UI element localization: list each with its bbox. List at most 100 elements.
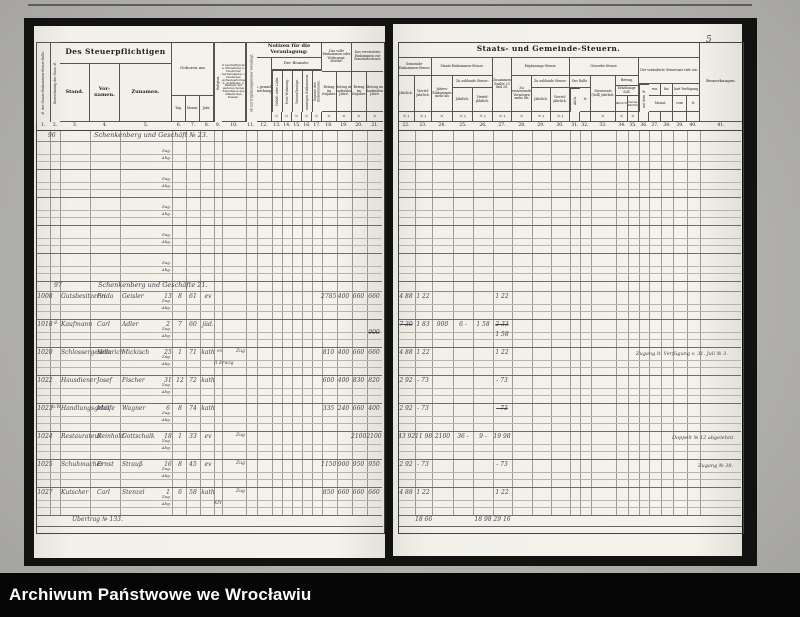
unit-mark-pfennig: ℳ ₰	[551, 112, 570, 122]
group-number: 97	[54, 282, 62, 289]
row-value: 400	[368, 405, 380, 412]
entry-row	[399, 141, 741, 170]
col-number: 16.	[303, 123, 311, 128]
zug-label: Zug.	[161, 148, 171, 153]
col-number: 22.	[402, 123, 410, 128]
unit-cell	[661, 112, 673, 122]
row-monat: 6	[178, 489, 182, 496]
header-vierteljaehrlich-30: Viertel-jährlich.	[551, 88, 570, 112]
entry-row: Zug. Abg.	[37, 487, 382, 516]
row-jahr: 58	[189, 489, 197, 496]
col-number: 25.	[459, 123, 467, 128]
header-monat-shared: Monat.	[649, 96, 673, 112]
header-bottom-rule	[36, 130, 383, 131]
header-jaehrlich-29: Jährlich.	[532, 88, 551, 112]
abg-label: Abg.	[161, 155, 171, 160]
header-stand: Stand.	[60, 64, 90, 122]
unit-mark-pfennig: ℳ ₰	[493, 112, 512, 122]
row-mark: II Erwzg	[214, 361, 234, 366]
row-number: 1008	[37, 293, 53, 300]
entry-row: Zug. Abg.	[37, 347, 382, 376]
header-nr-40: №	[687, 96, 700, 112]
header-zunamen: Zunamen.	[120, 64, 172, 122]
row-value: 1 22	[416, 293, 430, 300]
header-beamte-col5: Summe des Einkommens.	[312, 70, 322, 112]
row-value: 4 88	[399, 489, 413, 496]
row-value: 660	[352, 405, 365, 412]
group-number: 96	[48, 132, 56, 139]
header-vornamen: Vor-namen.	[90, 64, 120, 122]
group-title: Schenkenberg und Geschäfte 21.	[98, 281, 208, 289]
entry-row	[399, 291, 741, 320]
row-tag: 1	[166, 489, 170, 496]
row-value: 950	[368, 461, 380, 468]
header-mit-nr-36: mit dem №	[639, 84, 649, 112]
row-mark: XIV	[214, 501, 223, 506]
col-number: 41.	[717, 123, 725, 128]
col-number: 24.	[438, 123, 446, 128]
entry-row: Zug. Abg.	[37, 431, 382, 460]
row-value: 2785	[321, 293, 337, 300]
zug-label: Zug.	[161, 232, 171, 237]
header-betrag-laufend: Betrag im laufenden Jahre.	[337, 72, 352, 112]
unit-mark: ℳ	[367, 112, 383, 122]
unit-mark: ℳ	[512, 112, 532, 122]
zug-label: Zug.	[161, 260, 171, 265]
unit-cell	[673, 112, 687, 122]
unit-mark: ℳ	[272, 112, 282, 122]
archive-watermark-bar: Archiwum Państwowe we Wrocławiu	[0, 573, 800, 617]
col-number: 32.	[581, 123, 589, 128]
unit-cell	[570, 112, 580, 122]
row-value: 1 22	[416, 349, 430, 356]
header-beamte-col3: Naturalbezüge.	[292, 70, 302, 112]
header-gewerbesteuer: Gewerbe-Steuer.	[570, 58, 639, 76]
header-monat: Monat.	[186, 96, 200, 122]
row-value: 36 -	[457, 433, 469, 440]
header-religion: Religion.	[214, 42, 222, 122]
row-zuname: Gottschalk	[122, 433, 155, 440]
row-number: 1025	[37, 461, 53, 468]
row-vorname: Frida	[97, 293, 114, 300]
zug-label: Zug.	[161, 410, 171, 415]
unit-cell	[639, 112, 649, 122]
entry-row	[399, 225, 741, 254]
row-jahr: 61	[189, 293, 197, 300]
zug-label: Zug.	[161, 298, 171, 303]
abg-label: Abg.	[161, 211, 171, 216]
zug-label: Zug.	[161, 326, 171, 331]
book-top-edge	[28, 4, 752, 6]
row-mark: Zug	[236, 349, 245, 354]
row-vorname: Ernst	[97, 461, 114, 468]
row-value: 1150	[321, 461, 337, 468]
header-gemeinde-ek: Gemeinde-Einkommen-Steuer.	[398, 58, 432, 76]
row-value: - 73	[496, 461, 508, 468]
total-value: 18 98	[474, 516, 492, 523]
row-religion: ev	[204, 433, 212, 440]
row-value: 600	[322, 377, 335, 384]
col-number: 30.	[556, 123, 564, 128]
col-number: 26.	[479, 123, 487, 128]
col-number: 31.	[571, 123, 579, 128]
header-beamte-col2: freie Wohnung.	[282, 70, 292, 112]
header-jaehrlich-34: Jährlich.	[616, 96, 628, 112]
col-number: 18.	[325, 123, 333, 128]
row-tag: 2	[166, 321, 170, 328]
row-jahr: 71	[189, 349, 197, 356]
unit-cell	[580, 112, 591, 122]
header-von-37: von	[649, 84, 661, 96]
row-tag: 13	[164, 293, 172, 300]
col-number: 33.	[599, 123, 607, 128]
row-value-struck: - 73	[496, 405, 508, 412]
header-betrag-laufend2: Betrag im laufenden Jahre.	[367, 72, 383, 112]
header-zu-zahlende-steuer2: Zu zahlende Steuer:	[532, 76, 570, 88]
row-note: Zugang lt. Verfügung v. 31. Juli № 3.	[636, 351, 728, 357]
abg-label: Abg.	[161, 361, 171, 366]
header-jahreseinkommen-24: Jahres-Einkommen mehr als	[432, 76, 453, 112]
header-steuerpflichtigen: Des Steuerpflichtigen	[60, 42, 172, 64]
unit-mark: ℳ	[628, 112, 639, 122]
unit-mark: ℳ	[432, 112, 453, 122]
row-number: 1027	[37, 489, 53, 496]
row-stand: Gutsbesitzerin	[61, 293, 106, 300]
row-stand: Schlossergeselle	[61, 349, 112, 356]
header-laut-verfuegung: laut Verfügung	[673, 84, 700, 96]
